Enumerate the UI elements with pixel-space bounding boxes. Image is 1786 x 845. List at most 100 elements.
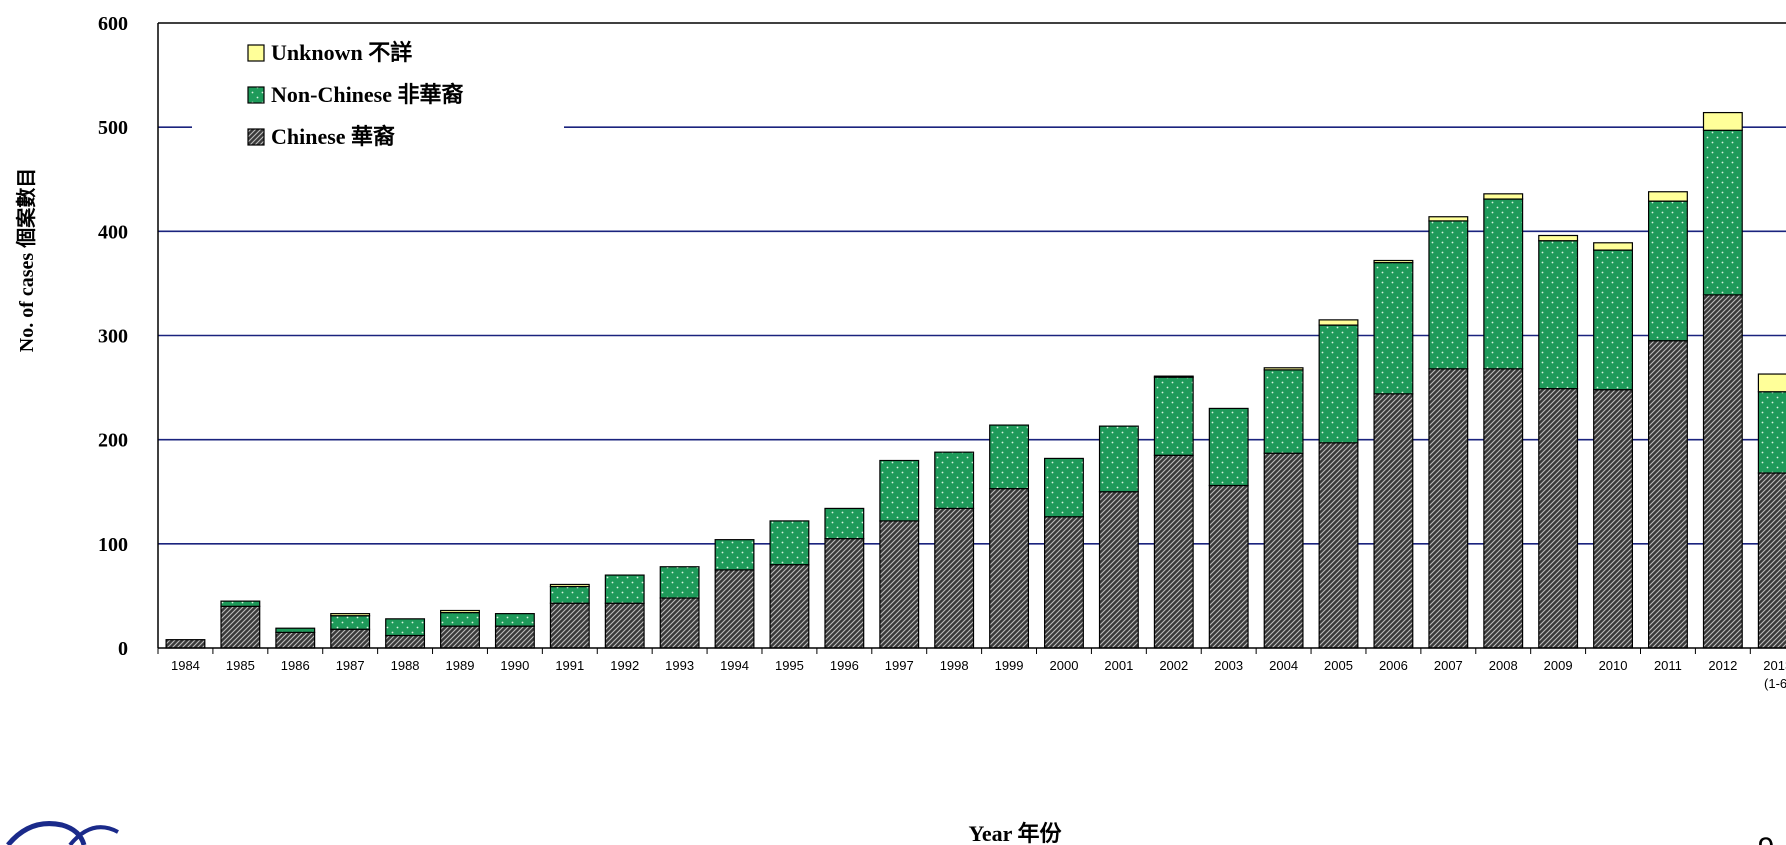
bar-chinese	[1318, 442, 1359, 649]
legend-label-chinese: Chinese 華裔	[271, 124, 395, 149]
bar-chinese	[494, 625, 535, 649]
bar-chinese	[1044, 516, 1084, 649]
bar-non-chinese	[1153, 376, 1194, 456]
bar-non-chinese	[1263, 369, 1304, 454]
x-tick-label: 1990	[500, 658, 529, 673]
bar-unknown	[1538, 234, 1579, 242]
bar-unknown	[1702, 111, 1743, 131]
y-tick-label: 600	[98, 13, 128, 35]
legend-label-non-chinese: Non-Chinese 非華裔	[271, 82, 464, 107]
x-tick-label: 2003	[1214, 658, 1243, 673]
bar-unknown	[1263, 367, 1304, 371]
bar-chinese	[1263, 452, 1304, 649]
bar-chinese	[1373, 393, 1414, 649]
bar-unknown	[1428, 216, 1469, 222]
bar-non-chinese	[824, 507, 865, 540]
bar-chinese	[1208, 484, 1249, 649]
y-tick-label: 400	[98, 221, 128, 243]
bar-non-chinese	[714, 539, 755, 571]
x-tick-label: 2006	[1379, 658, 1408, 673]
x-tick-label: 2009	[1544, 658, 1573, 673]
x-tick-label: 1995	[775, 658, 804, 673]
bar-chinese	[934, 507, 975, 649]
bar-non-chinese	[1428, 220, 1469, 370]
bar-chinese	[220, 605, 261, 649]
bar-non-chinese	[1483, 198, 1524, 370]
y-tick-label: 0	[118, 638, 128, 660]
bar-non-chinese	[1098, 425, 1139, 493]
bar-chinese	[1483, 368, 1524, 649]
logo-icon-arc	[68, 825, 119, 845]
bar-non-chinese	[1593, 249, 1633, 391]
bar-chinese	[330, 628, 371, 649]
y-tick-label: 100	[98, 534, 128, 556]
bar-chinese	[1647, 340, 1688, 649]
bar-non-chinese	[1538, 240, 1579, 390]
y-axis-title: No. of cases 個案數目	[14, 168, 38, 352]
x-tick-label: 2004	[1269, 658, 1298, 673]
x-tick-label: 2000	[1050, 658, 1079, 673]
x-tick-label: 1993	[665, 658, 694, 673]
bar-unknown	[1483, 193, 1524, 200]
x-tick-label: 1988	[391, 658, 420, 673]
legend-swatch-chinese	[247, 128, 265, 146]
bar-non-chinese	[1647, 200, 1688, 342]
bar-unknown	[440, 609, 480, 614]
bar-unknown	[1593, 242, 1633, 251]
bar-non-chinese	[1373, 261, 1414, 395]
bar-non-chinese	[604, 574, 645, 604]
bar-chinese	[1153, 454, 1194, 649]
x-tick-label: 2012	[1708, 658, 1737, 673]
y-tick-label: 300	[98, 326, 128, 348]
bar-chinese	[769, 564, 810, 649]
bar-non-chinese	[330, 615, 371, 630]
legend-swatch-unknown	[247, 44, 265, 62]
x-tick-label: 2008	[1489, 658, 1518, 673]
bar-unknown	[1318, 319, 1359, 326]
bar-non-chinese	[275, 627, 316, 633]
y-tick-label: 200	[98, 430, 128, 452]
bar-non-chinese	[934, 451, 975, 510]
bar-non-chinese	[1757, 391, 1786, 474]
bar-non-chinese	[220, 600, 261, 607]
bar-non-chinese	[1318, 324, 1359, 444]
x-tick-label: 1986	[281, 658, 310, 673]
x-tick-label: 2002	[1159, 658, 1188, 673]
x-tick-label: 1991	[555, 658, 584, 673]
bar-unknown	[1757, 373, 1786, 393]
x-tick-label: 1987	[336, 658, 365, 673]
bar-non-chinese	[385, 618, 426, 637]
bar-non-chinese	[549, 585, 590, 604]
bar-chinese	[549, 602, 590, 649]
bar-chinese	[1428, 368, 1469, 649]
bar-chinese	[989, 488, 1030, 649]
x-tick-label: 1984	[171, 658, 200, 673]
bar-chinese	[275, 631, 316, 649]
legend-label-unknown: Unknown 不詳	[271, 40, 412, 65]
x-tick-label: 1985	[226, 658, 255, 673]
bar-chinese	[440, 625, 480, 649]
bar-chinese	[1757, 472, 1786, 649]
bar-chinese	[165, 639, 206, 649]
x-tick-label: 2005	[1324, 658, 1353, 673]
y-tick-label: 500	[98, 117, 128, 139]
bar-non-chinese	[494, 613, 535, 627]
bar-non-chinese	[440, 611, 480, 627]
x-tick-label: 2013	[1763, 658, 1786, 673]
x-tick-label: 2010	[1599, 658, 1628, 673]
x-tick-sublabel: (1-6)	[1764, 676, 1786, 691]
x-tick-label: 1992	[610, 658, 639, 673]
x-tick-label: 1997	[885, 658, 914, 673]
x-tick-label: 1999	[995, 658, 1024, 673]
bar-chinese	[714, 569, 755, 649]
bar-non-chinese	[1702, 129, 1743, 296]
bar-unknown	[1373, 259, 1414, 264]
bar-chinese	[1098, 491, 1139, 649]
bar-non-chinese	[769, 520, 810, 566]
bar-chinese	[659, 597, 700, 649]
bar-non-chinese	[659, 566, 700, 599]
bar-non-chinese	[989, 424, 1030, 490]
x-axis-title: Year 年份	[968, 821, 1062, 845]
bar-unknown	[549, 583, 590, 588]
